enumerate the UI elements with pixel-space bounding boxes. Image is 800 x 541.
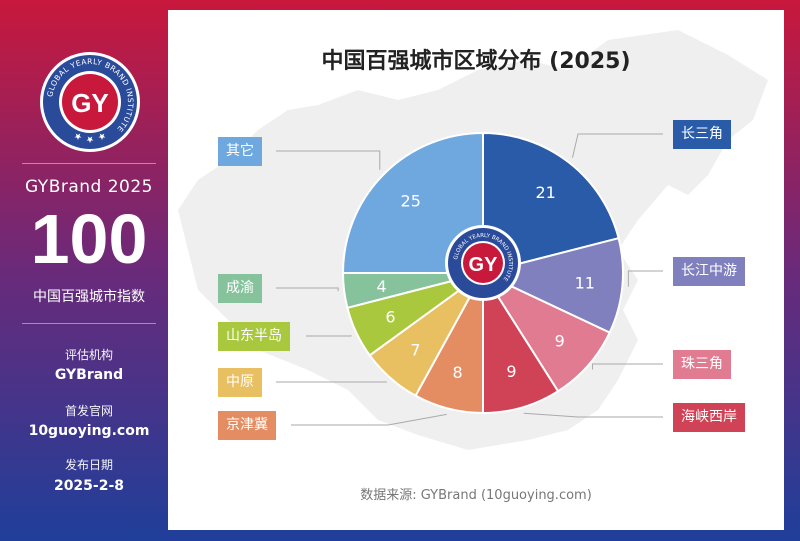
slice-value-label: 25 xyxy=(401,192,421,211)
leader-line xyxy=(291,413,447,426)
slice-category-label: 京津冀 xyxy=(218,411,276,440)
agency-label: 评估机构 xyxy=(64,348,113,362)
slice-category-label: 成渝 xyxy=(218,274,262,303)
slice-value-label: 21 xyxy=(535,183,555,202)
slice-category-label: 长江中游 xyxy=(673,257,745,286)
slice-value-label: 9 xyxy=(506,362,516,381)
site-label: 首发官网 xyxy=(64,404,113,418)
leader-line xyxy=(627,270,663,287)
big-number: 100 xyxy=(30,200,148,278)
slice-value-label: 11 xyxy=(575,274,595,293)
gy-logo: GLOBAL YEARLY BRAND INSTITUTE GY xyxy=(38,50,142,154)
slice-value-label: 7 xyxy=(410,341,420,360)
logo-stars-icon xyxy=(74,133,106,143)
pie-slice xyxy=(482,131,620,275)
chart-card: 21 11 9 9 8 7 6 4 25 GLOBAL YEARLY BRAND INSTITU… xyxy=(168,10,784,530)
slice-category-label: 山东半岛 xyxy=(218,322,290,351)
leader-line xyxy=(571,133,663,158)
date-label: 发布日期 xyxy=(64,458,113,472)
pie-slice xyxy=(480,236,624,334)
logo-text: GY xyxy=(71,88,109,118)
slice-value-label: 6 xyxy=(385,308,395,327)
center-logo: GLOBAL YEARLY BRAND INSTITUTE GY xyxy=(445,225,521,301)
site-value: 10guoying.com xyxy=(28,423,150,439)
center-logo-text: GY xyxy=(469,254,499,276)
slice-value-label: 4 xyxy=(377,277,387,296)
date-value: 2025-2-8 xyxy=(53,478,125,494)
slice-value-label: 9 xyxy=(555,332,565,351)
index-label: 中国百强城市指数 xyxy=(33,289,145,305)
pie-slice xyxy=(341,131,484,274)
leader-line xyxy=(306,335,352,337)
leader-line xyxy=(592,363,663,370)
sidebar-divider xyxy=(22,323,156,324)
chart-title: 中国百强城市区域分布 (2025) xyxy=(321,49,631,74)
pie-slice xyxy=(482,269,560,415)
leader-line xyxy=(276,150,381,170)
slice-category-label: 其它 xyxy=(218,137,262,166)
sidebar-divider xyxy=(22,163,156,164)
slice-category-label: 长三角 xyxy=(673,120,731,149)
leader-line xyxy=(276,287,339,292)
pie-chart: 21 11 9 9 8 76 4 25 GLOBAL YEARLY BRAND INSTITU… xyxy=(178,30,768,450)
slice-category-label: 中原 xyxy=(218,368,262,397)
slice-category-label: 珠三角 xyxy=(673,350,731,379)
slice-value-label: 8 xyxy=(452,363,462,382)
leader-line xyxy=(523,412,663,418)
brand-year: GYBrand 2025 xyxy=(24,177,153,197)
chart-source: 数据来源: GYBrand (10guoying.com) xyxy=(360,488,592,503)
slice-category-label: 海峡西岸 xyxy=(673,403,745,432)
leader-line xyxy=(276,381,387,383)
pie-slice xyxy=(480,270,612,393)
agency-value: GYBrand xyxy=(54,367,124,383)
sidebar: GLOBAL YEARLY BRAND INSTITUTE GY GYBrand… xyxy=(0,0,168,541)
